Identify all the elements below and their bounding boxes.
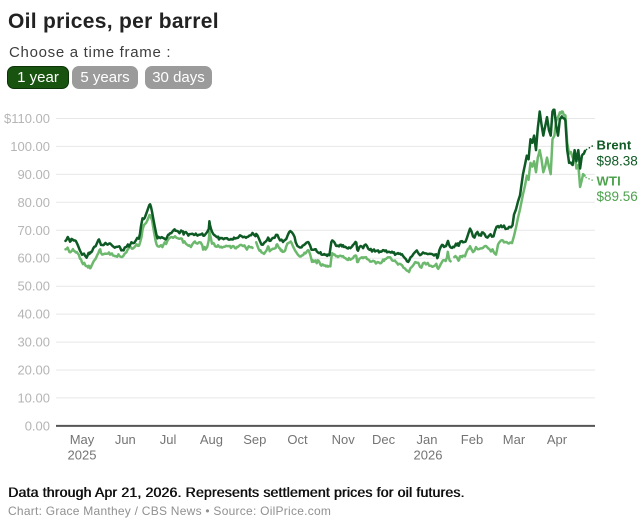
- svg-text:Nov: Nov: [332, 432, 356, 447]
- svg-text:2025: 2025: [68, 448, 97, 463]
- svg-text:80.00: 80.00: [17, 195, 50, 210]
- svg-text:30.00: 30.00: [17, 335, 50, 350]
- svg-text:70.00: 70.00: [17, 223, 50, 238]
- svg-text:$110.00: $110.00: [4, 111, 50, 126]
- svg-text:Apr: Apr: [547, 432, 568, 447]
- svg-text:May: May: [70, 432, 95, 447]
- svg-text:Jun: Jun: [115, 432, 136, 447]
- svg-text:Sep: Sep: [243, 432, 266, 447]
- svg-text:Jan: Jan: [417, 432, 438, 447]
- svg-text:50.00: 50.00: [17, 279, 50, 294]
- svg-text:40.00: 40.00: [17, 307, 50, 322]
- svg-text:Brent: Brent: [597, 138, 632, 153]
- svg-text:Oct: Oct: [287, 432, 308, 447]
- svg-text:90.00: 90.00: [17, 167, 50, 182]
- svg-text:Aug: Aug: [200, 432, 223, 447]
- svg-text:2026: 2026: [414, 448, 443, 463]
- svg-text:Dec: Dec: [372, 432, 396, 447]
- svg-text:Jul: Jul: [160, 432, 177, 447]
- svg-text:0.00: 0.00: [25, 418, 50, 433]
- svg-text:$98.38: $98.38: [597, 154, 638, 169]
- svg-text:60.00: 60.00: [17, 251, 50, 266]
- svg-text:20.00: 20.00: [17, 363, 50, 378]
- svg-text:Feb: Feb: [461, 432, 483, 447]
- svg-text:WTI: WTI: [597, 174, 621, 189]
- svg-text:100.00: 100.00: [10, 139, 50, 154]
- svg-text:Mar: Mar: [503, 432, 526, 447]
- svg-text:10.00: 10.00: [17, 390, 50, 405]
- svg-text:$89.56: $89.56: [597, 189, 638, 204]
